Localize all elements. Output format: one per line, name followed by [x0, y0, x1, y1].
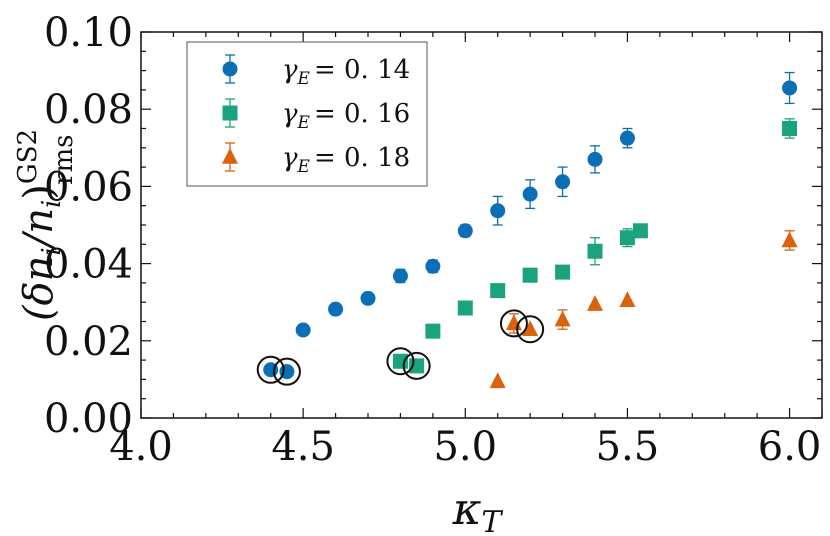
data-point	[425, 323, 441, 339]
series-0	[263, 71, 798, 380]
data-point	[490, 283, 506, 299]
data-point	[425, 258, 441, 274]
data-point	[632, 223, 648, 239]
legend-label-main: γ	[282, 99, 298, 129]
y-axis-title-part: )	[16, 184, 62, 200]
data-point	[522, 320, 539, 336]
data-point	[457, 223, 473, 239]
data-point	[619, 291, 636, 308]
legend-label-main: γ	[282, 143, 298, 173]
highlight-ring	[499, 309, 528, 338]
legend-label-value: = 0. 18	[314, 143, 410, 173]
x-axis-title-main: κ	[452, 484, 482, 535]
legend-entry: γE = 0. 18	[222, 142, 410, 177]
highlight-ring	[402, 351, 431, 380]
data-point	[295, 322, 311, 338]
data-point	[587, 243, 603, 259]
highlight-ring	[256, 355, 285, 384]
y-axis-title-part: GS2	[13, 129, 43, 184]
x-tick-label: 5.0	[433, 424, 497, 470]
x-tick-label: 4.5	[271, 424, 335, 470]
y-tick-label: 0.00	[44, 396, 133, 442]
data-point	[489, 372, 506, 389]
x-axis-title-sub: T	[481, 505, 503, 536]
y-axis-title-part: /n	[16, 208, 62, 251]
legend-label-main: γ	[282, 55, 298, 85]
data-point	[782, 80, 798, 96]
data-point	[781, 231, 798, 248]
x-axis-title: κT	[452, 484, 504, 536]
legend-label-sub: E	[297, 113, 311, 133]
data-point	[555, 174, 571, 190]
data-point	[409, 358, 425, 374]
legend-label-sub: E	[297, 69, 311, 89]
legend-label: γE = 0. 16	[282, 99, 410, 133]
x-tick-label: 6.0	[758, 424, 822, 470]
legend-marker	[222, 105, 238, 121]
y-tick-label: 0.08	[44, 87, 133, 133]
data-point	[490, 203, 506, 219]
data-point	[619, 130, 635, 146]
legend-label-value: = 0. 16	[314, 99, 410, 129]
legend-marker	[222, 148, 238, 164]
highlight-ring	[386, 347, 415, 376]
data-point	[392, 268, 408, 284]
data-point	[554, 310, 571, 327]
data-point	[587, 295, 603, 311]
legend-marker	[222, 61, 238, 77]
data-point	[457, 300, 473, 316]
y-axis-title-part: (δn	[16, 256, 62, 321]
data-point	[522, 186, 538, 202]
x-tick-label: 5.5	[596, 424, 660, 470]
x-tick-label: 4.0	[109, 424, 173, 470]
y-tick-label: 0.10	[44, 10, 133, 56]
data-point	[522, 267, 538, 283]
y-tick-label: 0.06	[44, 164, 133, 210]
legend-label-value: = 0. 14	[314, 55, 410, 85]
legend-label-sub: E	[297, 157, 311, 177]
y-axis-title: (δni/ni)GS2 rms	[13, 129, 79, 321]
data-point	[328, 301, 344, 317]
data-point	[782, 121, 798, 136]
legend-entry: γE = 0. 16	[222, 98, 410, 133]
axes-layer	[140, 31, 823, 419]
labels-layer: 4.0 4.5 5.0 5.5 6.0 0.00 0.02 0.04 0.06 0.08 0.10 κ…	[13, 10, 821, 536]
highlight-ring	[516, 315, 545, 344]
legend-entry: γE = 0. 14	[222, 54, 410, 89]
y-axis-title-part: i	[37, 247, 67, 255]
y-axis-title-text: (δni/ni)GS2 rms	[13, 129, 79, 321]
data-point	[587, 151, 603, 167]
y-tick-label: 0.04	[44, 242, 133, 288]
data-point	[555, 264, 571, 280]
data-point	[392, 353, 408, 369]
y-axis-title-part: rms	[49, 135, 79, 185]
legend-label: γE = 0. 18	[282, 143, 410, 177]
series-2	[489, 230, 798, 389]
y-axis-title-part: i	[37, 200, 67, 208]
y-tick-label: 0.02	[44, 319, 133, 365]
data-point	[360, 290, 376, 306]
highlight-ring	[272, 357, 301, 386]
data-point	[619, 230, 635, 246]
legend-label: γE = 0. 14	[282, 55, 410, 89]
marks-layer	[256, 71, 798, 389]
